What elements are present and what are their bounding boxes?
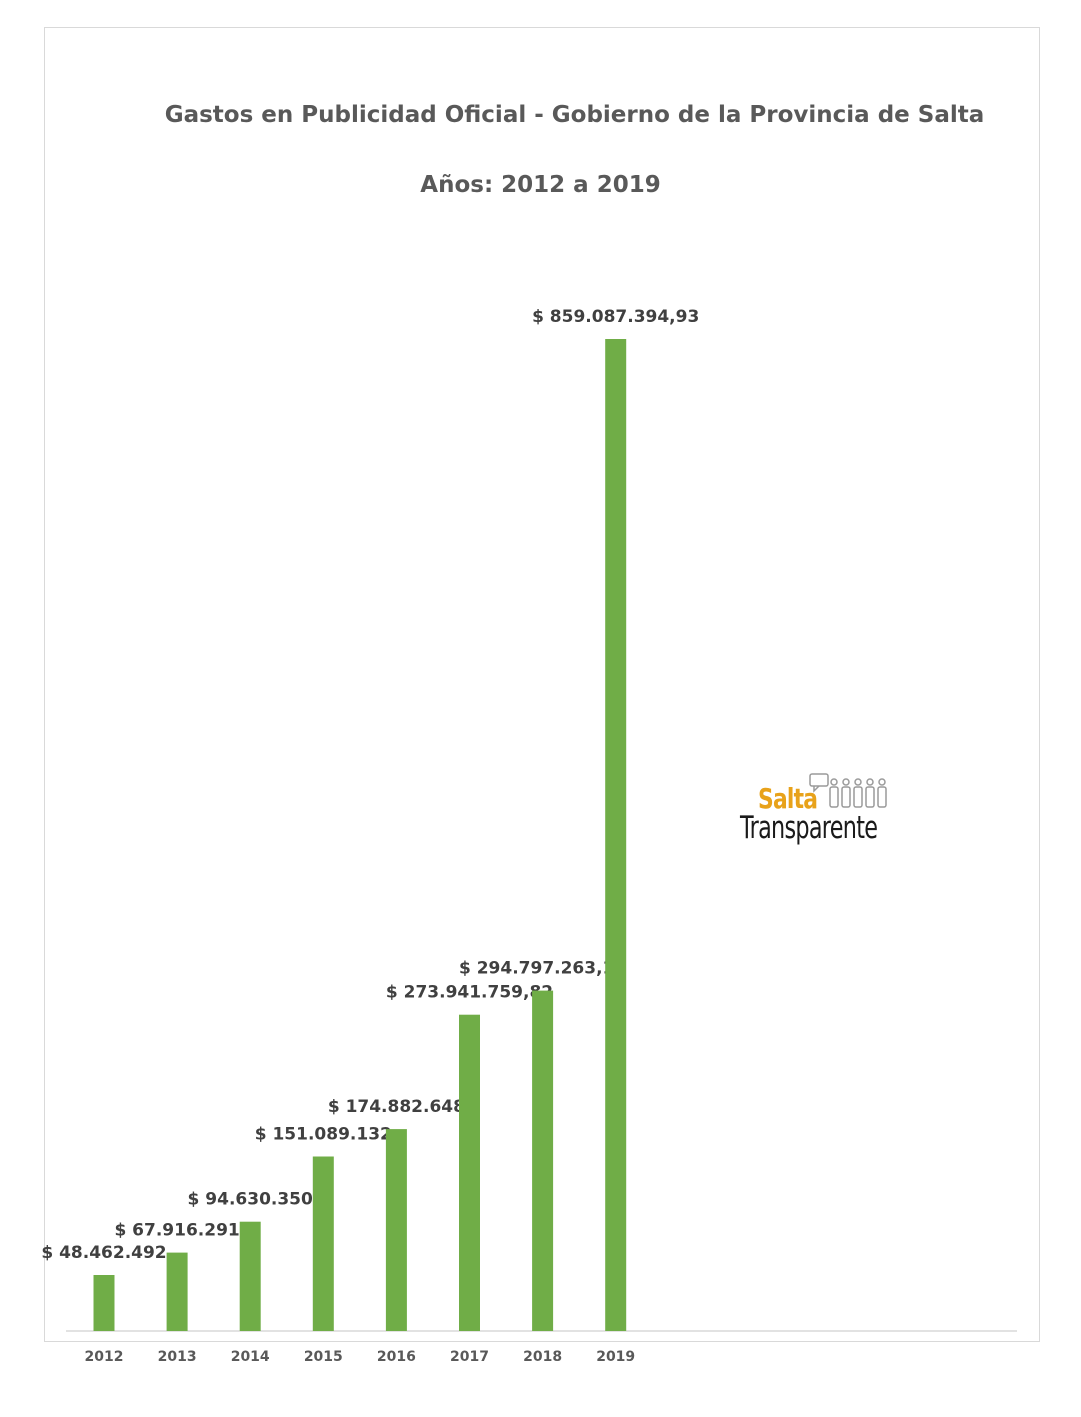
data-label-2019: $ 859.087.394,93 [532, 307, 699, 327]
bar-2018 [532, 990, 554, 1331]
bar-2014 [239, 1221, 261, 1331]
logo-salta-text: Salta [758, 782, 818, 815]
x-tick-label-2013: 2013 [158, 1349, 197, 1365]
bar-2017 [459, 1014, 480, 1331]
salta-transparente-logo: Salta Transparente [740, 772, 915, 852]
data-label-2015: $ 151.089.132 [255, 1125, 392, 1145]
x-tick-label-2019: 2019 [596, 1349, 635, 1365]
data-label-2018: $ 294.797.263,19 [459, 959, 626, 979]
x-tick-label-2018: 2018 [523, 1349, 562, 1365]
bar-2013 [166, 1252, 188, 1331]
bar-2016 [385, 1129, 407, 1331]
data-label-2017: $ 273.941.759,82 [386, 983, 553, 1003]
bar-2012 [93, 1275, 115, 1331]
data-label-2014: $ 94.630.350 [188, 1190, 313, 1210]
x-tick-label-2014: 2014 [231, 1349, 270, 1365]
logo-transparente-text: Transparente [740, 810, 878, 846]
chart-subtitle: Años: 2012 a 2019 [420, 172, 661, 198]
bar-2015 [312, 1156, 334, 1331]
x-tick-label-2017: 2017 [450, 1349, 489, 1365]
data-label-2012: $ 48.462.492 [41, 1243, 166, 1263]
data-label-2013: $ 67.916.291 [114, 1221, 239, 1241]
x-tick-label-2012: 2012 [85, 1349, 124, 1365]
chart-title: Gastos en Publicidad Oficial - Gobierno … [164, 102, 985, 128]
bar-2019 [605, 339, 627, 1331]
people-icon [809, 773, 887, 808]
x-tick-label-2016: 2016 [377, 1349, 416, 1365]
data-label-2016: $ 174.882.648 [328, 1097, 465, 1117]
x-tick-label-2015: 2015 [304, 1349, 343, 1365]
